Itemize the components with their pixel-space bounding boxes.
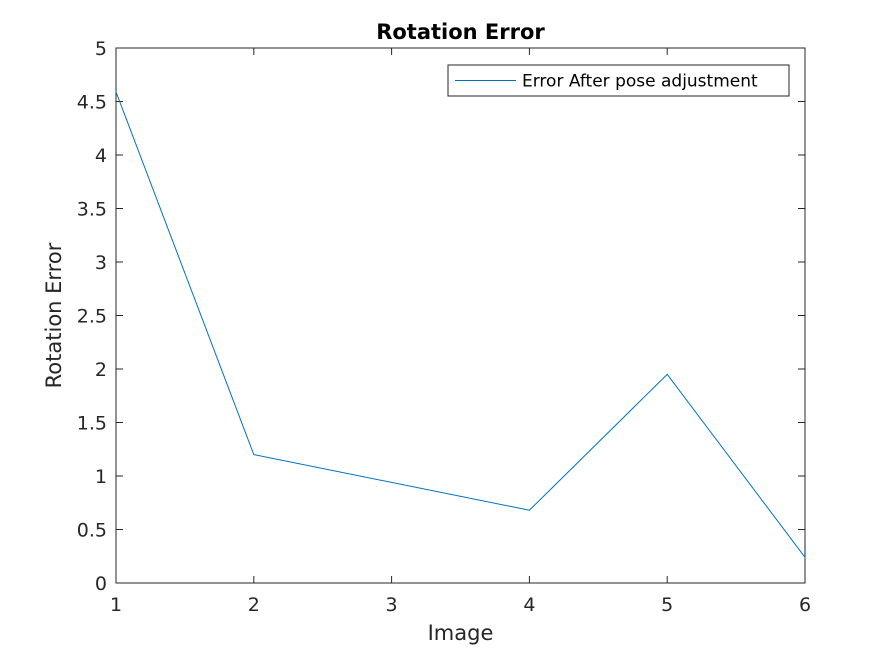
y-tick-label: 5 xyxy=(95,38,107,60)
x-tick-label: 5 xyxy=(661,594,673,616)
legend-label: Error After pose adjustment xyxy=(522,72,758,92)
legend: Error After pose adjustment xyxy=(447,64,790,97)
y-axis-label: Rotation Error xyxy=(42,242,66,388)
y-tick-label: 1.5 xyxy=(77,413,107,435)
x-axis: 1 2 3 4 5 6 xyxy=(110,48,811,616)
data-point xyxy=(253,454,255,456)
y-tick-label: 3 xyxy=(95,252,107,274)
x-tick-label: 1 xyxy=(110,594,122,616)
data-point xyxy=(804,556,806,558)
axes-box xyxy=(115,47,806,584)
y-tick-label: 0 xyxy=(95,573,107,595)
x-tick-label: 3 xyxy=(386,594,398,616)
x-axis-label: Image xyxy=(428,621,494,645)
y-tick-label: 4 xyxy=(95,145,107,167)
series-group xyxy=(115,91,806,558)
data-point xyxy=(115,91,117,93)
y-tick-label: 1 xyxy=(95,466,107,488)
x-tick-label: 2 xyxy=(248,594,260,616)
x-tick-label: 4 xyxy=(523,594,535,616)
y-tick-label: 4.5 xyxy=(77,92,107,114)
y-tick-label: 2.5 xyxy=(77,306,107,328)
y-tick-label: 0.5 xyxy=(77,520,107,542)
x-tick-label: 6 xyxy=(799,594,811,616)
plot-area: 1 2 3 4 5 6 0 0.5 1 1.5 2 2.5 3 3.5 4 4.5 5 Error After… xyxy=(77,38,811,616)
y-axis: 0 0.5 1 1.5 2 2.5 3 3.5 4 4.5 5 xyxy=(77,38,805,595)
data-point xyxy=(666,373,668,375)
y-tick-label: 3.5 xyxy=(77,199,107,221)
y-tick-label: 2 xyxy=(95,359,107,381)
data-point xyxy=(528,509,530,511)
chart-title: Rotation Error xyxy=(376,20,545,44)
